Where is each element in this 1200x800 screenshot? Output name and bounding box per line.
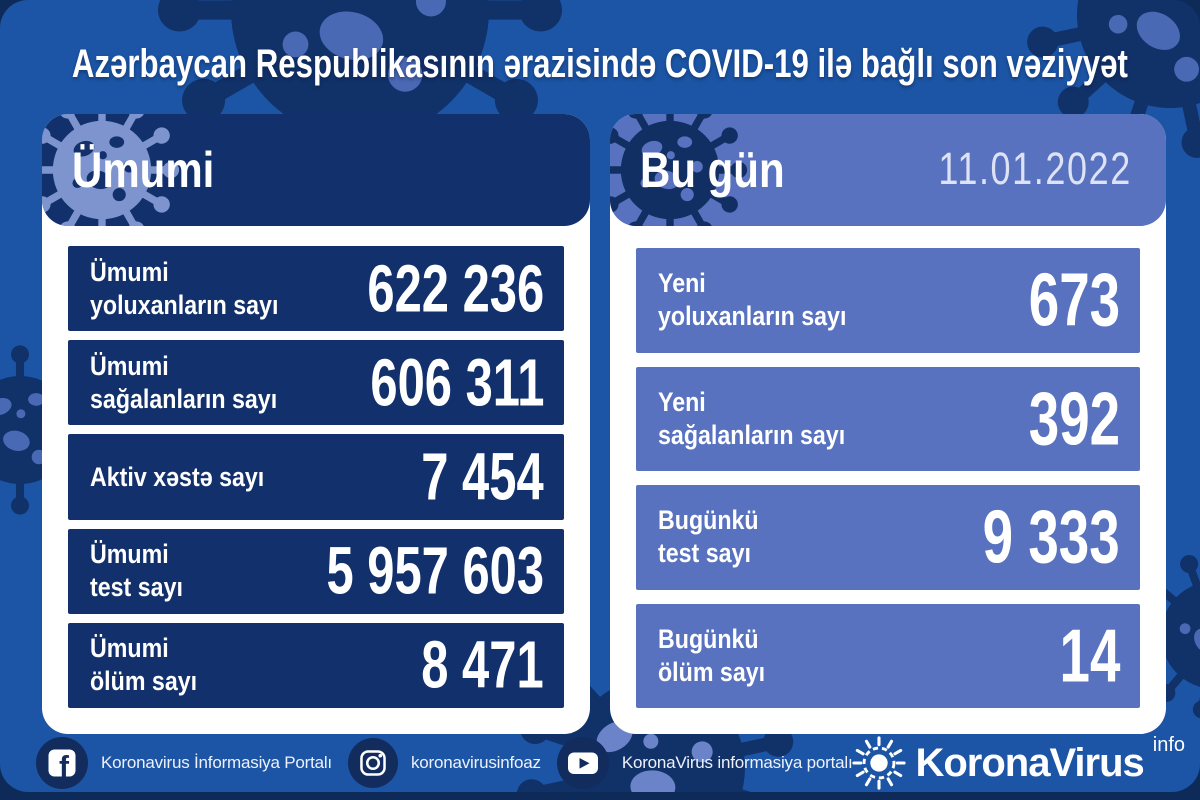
today-panel-header: Bu gün 11.01.2022	[610, 114, 1166, 226]
instagram-link[interactable]: koronavirusinfoaz	[347, 738, 541, 788]
youtube-link[interactable]: KoronaVirus informasiya portalı	[556, 737, 853, 789]
facebook-label: Koronavirus İnformasiya Portalı	[101, 753, 332, 772]
stat-label-line: Bugünkü	[658, 505, 759, 536]
stat-label: Aktiv xəstə sayı	[90, 461, 293, 494]
stat-label: Ümumi ölüm sayı	[90, 632, 215, 698]
stat-label: Yeni sağalanların sayı	[658, 386, 876, 452]
youtube-label: KoronaVirus informasiya portalı	[621, 753, 853, 772]
stat-value: 14	[1059, 613, 1120, 698]
svg-text:f: f	[59, 751, 70, 784]
stat-label: Yeni yoluxanların sayı	[658, 267, 877, 333]
stat-label: Bugünkü ölüm sayı	[658, 623, 783, 689]
instagram-label: koronavirusinfoaz	[410, 753, 541, 772]
stat-label-line: ölüm sayı	[90, 666, 198, 697]
totals-panel: Ümumi Ümumi yoluxanların sayı 622 236 Üm…	[42, 114, 590, 734]
stat-row-total-tests: Ümumi test sayı 5 957 603	[68, 528, 564, 614]
stat-value: 606 311	[369, 345, 544, 421]
brand-suffix: info	[1152, 734, 1186, 756]
stat-label-line: Ümumi	[90, 350, 169, 381]
stat-label-line: sağalanların sayı	[658, 419, 846, 450]
stat-row-total-recovered: Ümumi sağalanların sayı 606 311	[68, 340, 564, 426]
brand-logo: KoronaVirus info	[852, 734, 1186, 790]
stat-row-today-deaths: Bugünkü ölüm sayı 14	[636, 603, 1140, 708]
stat-label-line: Ümumi	[90, 539, 169, 570]
stat-label-line: Ümumi	[90, 256, 169, 287]
stat-label-line: sağalanların sayı	[90, 383, 278, 414]
stat-label-line: Ümumi	[90, 633, 169, 664]
stat-row-total-deaths: Ümumi ölüm sayı 8 471	[68, 622, 564, 709]
stat-value: 7 454	[421, 439, 544, 515]
stat-value: 622 236	[367, 251, 544, 327]
youtube-icon	[556, 737, 609, 789]
totals-header-label: Ümumi	[72, 142, 215, 198]
stat-label-line: test sayı	[90, 572, 183, 603]
stat-row-active-cases: Aktiv xəstə sayı 7 454	[68, 434, 564, 520]
stat-label-line: Aktiv xəstə sayı	[90, 461, 265, 492]
stat-value: 5 957 603	[326, 533, 544, 609]
brand-name: KoronaVirus	[915, 741, 1144, 785]
stat-label-line: yoluxanların sayı	[658, 301, 847, 332]
stat-value: 9 333	[982, 494, 1120, 579]
instagram-icon	[347, 738, 398, 788]
stat-label: Ümumi yoluxanların sayı	[90, 256, 309, 322]
stat-value: 392	[1028, 376, 1120, 461]
totals-panel-header: Ümumi	[42, 114, 590, 226]
today-header-label: Bu gün	[640, 142, 785, 198]
stat-label-line: test sayı	[658, 538, 751, 569]
stat-label-line: Bugünkü	[658, 623, 759, 654]
stat-label: Ümumi sağalanların sayı	[90, 350, 308, 416]
report-date: 11.01.2022	[938, 142, 1132, 194]
page-title-text: Azərbaycan Respublikasının ərazisində CO…	[72, 42, 1128, 86]
stat-label-line: ölüm sayı	[658, 656, 766, 687]
stat-row-today-tests: Bugünkü test sayı 9 333	[636, 485, 1140, 590]
stat-row-new-infections: Yeni yoluxanların sayı 673	[636, 248, 1140, 353]
stat-label: Ümumi test sayı	[90, 538, 198, 604]
stat-label-line: yoluxanların sayı	[90, 289, 279, 320]
page-title: Azərbaycan Respublikasının ərazisində CO…	[0, 42, 1200, 87]
stat-label-line: Yeni	[658, 386, 706, 417]
facebook-link[interactable]: f Koronavirus İnformasiya Portalı	[36, 737, 332, 789]
stat-value: 673	[1028, 257, 1120, 342]
virus-sun-icon	[852, 736, 907, 790]
stat-value: 8 471	[421, 627, 544, 703]
stat-row-new-recovered: Yeni sağalanların sayı 392	[636, 366, 1140, 471]
footer: f Koronavirus İnformasiya Portalı korona…	[36, 734, 1185, 790]
totals-rows: Ümumi yoluxanların sayı 622 236 Ümumi sa…	[42, 226, 590, 734]
stat-row-total-infections: Ümumi yoluxanların sayı 622 236	[68, 246, 564, 332]
stat-label-line: Yeni	[658, 268, 706, 299]
today-panel: Bu gün 11.01.2022 Yeni yoluxanların sayı…	[610, 114, 1166, 734]
facebook-icon: f	[36, 737, 88, 789]
today-rows: Yeni yoluxanların sayı 673 Yeni sağalanl…	[610, 226, 1166, 734]
stat-label: Bugünkü test sayı	[658, 504, 775, 570]
